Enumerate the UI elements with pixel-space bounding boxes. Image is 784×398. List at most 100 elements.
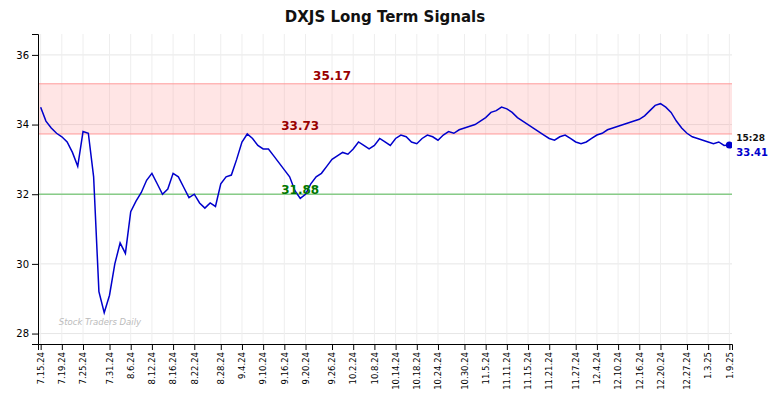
x-tick-mark (332, 344, 333, 350)
grid-line (40, 34, 41, 344)
x-tick-mark (242, 344, 243, 350)
x-tick-mark (131, 344, 132, 350)
x-tick-mark (438, 344, 439, 350)
grid-line (708, 34, 709, 344)
x-tick: 11.11.24 (502, 344, 512, 390)
x-tick-label: 9.4.24 (237, 352, 247, 379)
x-tick-mark (549, 344, 550, 350)
x-tick-label: 9.16.24 (280, 352, 290, 384)
x-axis: 7.15.24 7.19.24 7.25.24 7.31.24 8.6.24 8.12.2… (36, 344, 735, 390)
grid-line (241, 34, 242, 344)
x-tick: 11.15.24 (523, 344, 533, 390)
x-tick-mark (618, 344, 619, 350)
x-tick-label: 11.5.24 (481, 352, 491, 384)
x-tick: 9.16.24 (280, 344, 290, 384)
x-tick-label: 10.2.24 (348, 352, 358, 384)
y-tick-mark (32, 334, 38, 335)
x-tick-label: 12.4.24 (592, 352, 602, 384)
y-tick-mark (32, 264, 38, 265)
x-tick: 8.16.24 (168, 344, 178, 384)
grid-line (220, 34, 221, 344)
x-tick-label: 12.27.24 (682, 352, 692, 390)
x-tick: 10.8.24 (370, 344, 380, 384)
plot-area: 28 30 32 34 36 7.15.24 7.19.24 7.25.24 7.31.24 8.… (16, 34, 768, 390)
x-tick-label: 10.14.24 (391, 352, 401, 390)
annotations: 35.1733.7331.8815:2833.41 (281, 69, 768, 198)
grid-line (38, 54, 732, 55)
x-tick-mark (639, 344, 640, 350)
reference-line (38, 193, 732, 195)
x-tick-label: 9.10.24 (258, 352, 268, 384)
band (38, 84, 732, 134)
grid-line (374, 34, 375, 344)
y-tick: 34 (16, 119, 38, 130)
grid-line (464, 34, 465, 344)
x-tick: 8.6.24 (126, 344, 136, 379)
title: DXJS Long Term Signals (285, 8, 485, 26)
y-axis: 28 30 32 34 36 (16, 35, 38, 345)
grid-line (61, 34, 62, 344)
x-tick-label: 11.11.24 (502, 352, 512, 390)
y-tick-label: 30 (16, 259, 29, 270)
band-edge (38, 133, 732, 134)
x-tick-mark (597, 344, 598, 350)
x-tick-label: 10.30.24 (460, 352, 470, 390)
x-tick-mark (284, 344, 285, 350)
x-tick: 12.27.24 (682, 344, 692, 390)
y-tick: 32 (16, 189, 38, 200)
x-tick: 1.3.25 (703, 344, 713, 379)
x-tick-mark (263, 344, 264, 350)
x-axis-line (39, 345, 733, 351)
x-tick: 1.9.25 (725, 344, 735, 379)
grid-line (639, 34, 640, 344)
x-tick: 7.15.24 (36, 344, 46, 384)
x-tick: 7.31.24 (105, 344, 115, 384)
x-tick-label: 9.20.24 (301, 352, 311, 384)
grid-line (395, 34, 396, 344)
y-axis-line (32, 35, 39, 345)
x-tick-label: 10.24.24 (433, 352, 443, 390)
x-tick: 12.4.24 (592, 344, 602, 384)
x-tick: 9.26.24 (327, 344, 337, 384)
annotation: 33.41 (736, 147, 768, 158)
x-tick-label: 1.9.25 (725, 352, 735, 379)
x-tick-label: 8.28.24 (216, 352, 226, 384)
last-point (726, 142, 732, 149)
x-tick: 7.19.24 (57, 344, 67, 384)
x-tick: 7.25.24 (78, 344, 88, 384)
x-tick: 10.18.24 (412, 344, 422, 390)
marks (38, 84, 732, 313)
x-tick-mark (62, 344, 63, 350)
grid-line (485, 34, 486, 344)
grid-line (194, 34, 195, 344)
x-tick-label: 8.12.24 (147, 352, 157, 384)
x-tick: 11.5.24 (481, 344, 491, 384)
x-tick-label: 10.8.24 (370, 352, 380, 384)
x-tick: 10.2.24 (348, 344, 358, 384)
y-tick: 36 (16, 50, 38, 61)
x-tick-mark (152, 344, 153, 350)
grid-line (686, 34, 687, 344)
grid-line (353, 34, 354, 344)
grid-line (660, 34, 661, 344)
chart: 28 30 32 34 36 7.15.24 7.19.24 7.25.24 7.31.24 8.… (0, 0, 784, 398)
x-tick-mark (306, 344, 307, 350)
x-tick-mark (83, 344, 84, 350)
grid-line (575, 34, 576, 344)
x-tick-mark (576, 344, 577, 350)
x-tick-mark (173, 344, 174, 350)
grid-line (130, 34, 131, 344)
x-tick: 12.16.24 (635, 344, 645, 390)
grid-line (38, 333, 732, 334)
x-tick: 9.10.24 (258, 344, 268, 384)
x-tick-label: 11.15.24 (523, 352, 533, 390)
x-tick: 12.20.24 (656, 344, 666, 390)
x-tick-mark (41, 344, 42, 350)
x-tick-mark (194, 344, 195, 350)
x-tick-mark (729, 344, 730, 350)
x-tick: 9.4.24 (237, 344, 247, 379)
band-edge (38, 83, 732, 84)
y-tick-label: 28 (16, 328, 29, 339)
y-tick-label: 34 (16, 119, 29, 130)
x-tick: 11.21.24 (544, 344, 554, 390)
